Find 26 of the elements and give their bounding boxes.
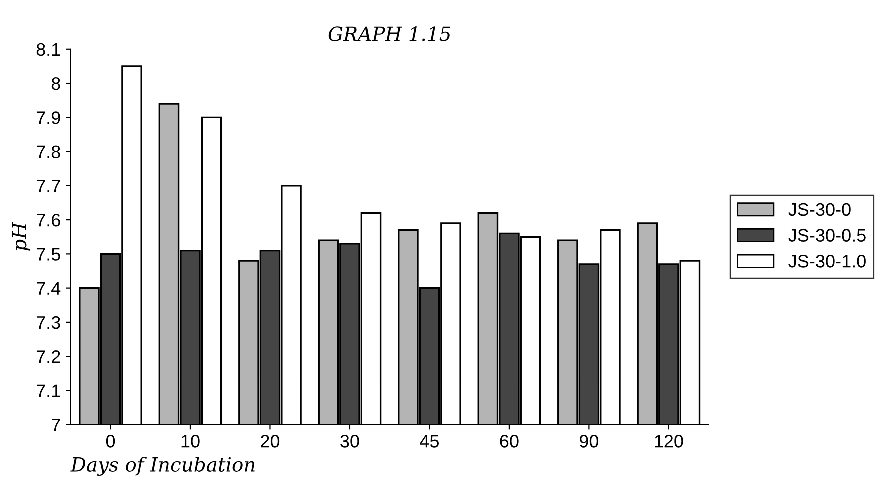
x-tick-label: 30 xyxy=(340,435,360,448)
y-tick-label: 7.9 xyxy=(36,112,60,124)
x-tick-label: 45 xyxy=(420,435,439,448)
y-tick-label: 7.8 xyxy=(36,146,60,159)
y-tick-label: 7.6 xyxy=(36,214,60,227)
y-tick-label: 8 xyxy=(52,77,60,90)
chart-title: GRAPH 1.15 xyxy=(328,26,451,42)
legend-label: JS-30-0 xyxy=(788,203,851,216)
y-tick-label: 7.5 xyxy=(36,248,60,261)
x-tick-label: 90 xyxy=(580,435,599,448)
x-tick-label: 60 xyxy=(500,435,519,448)
y-axis-title: pH xyxy=(12,222,31,251)
y-tick-label: 7.1 xyxy=(36,384,60,398)
y-tick-label: 7 xyxy=(52,418,60,432)
legend-label: JS-30-1.0 xyxy=(788,255,866,268)
y-tick-label: 7.2 xyxy=(36,350,60,364)
legend-label: JS-30-0.5 xyxy=(788,229,866,242)
x-tick-label: 0 xyxy=(106,435,116,448)
y-tick-label: 7.3 xyxy=(36,316,60,330)
y-tick-label: 8.1 xyxy=(36,43,60,56)
x-tick-label: 20 xyxy=(261,435,280,448)
x-tick-label: 120 xyxy=(655,435,684,448)
x-tick-label: 10 xyxy=(182,435,200,448)
y-tick-label: 7.4 xyxy=(36,282,61,295)
x-axis-title: Days of Incubation xyxy=(70,456,255,476)
y-tick-label: 7.7 xyxy=(36,180,60,192)
